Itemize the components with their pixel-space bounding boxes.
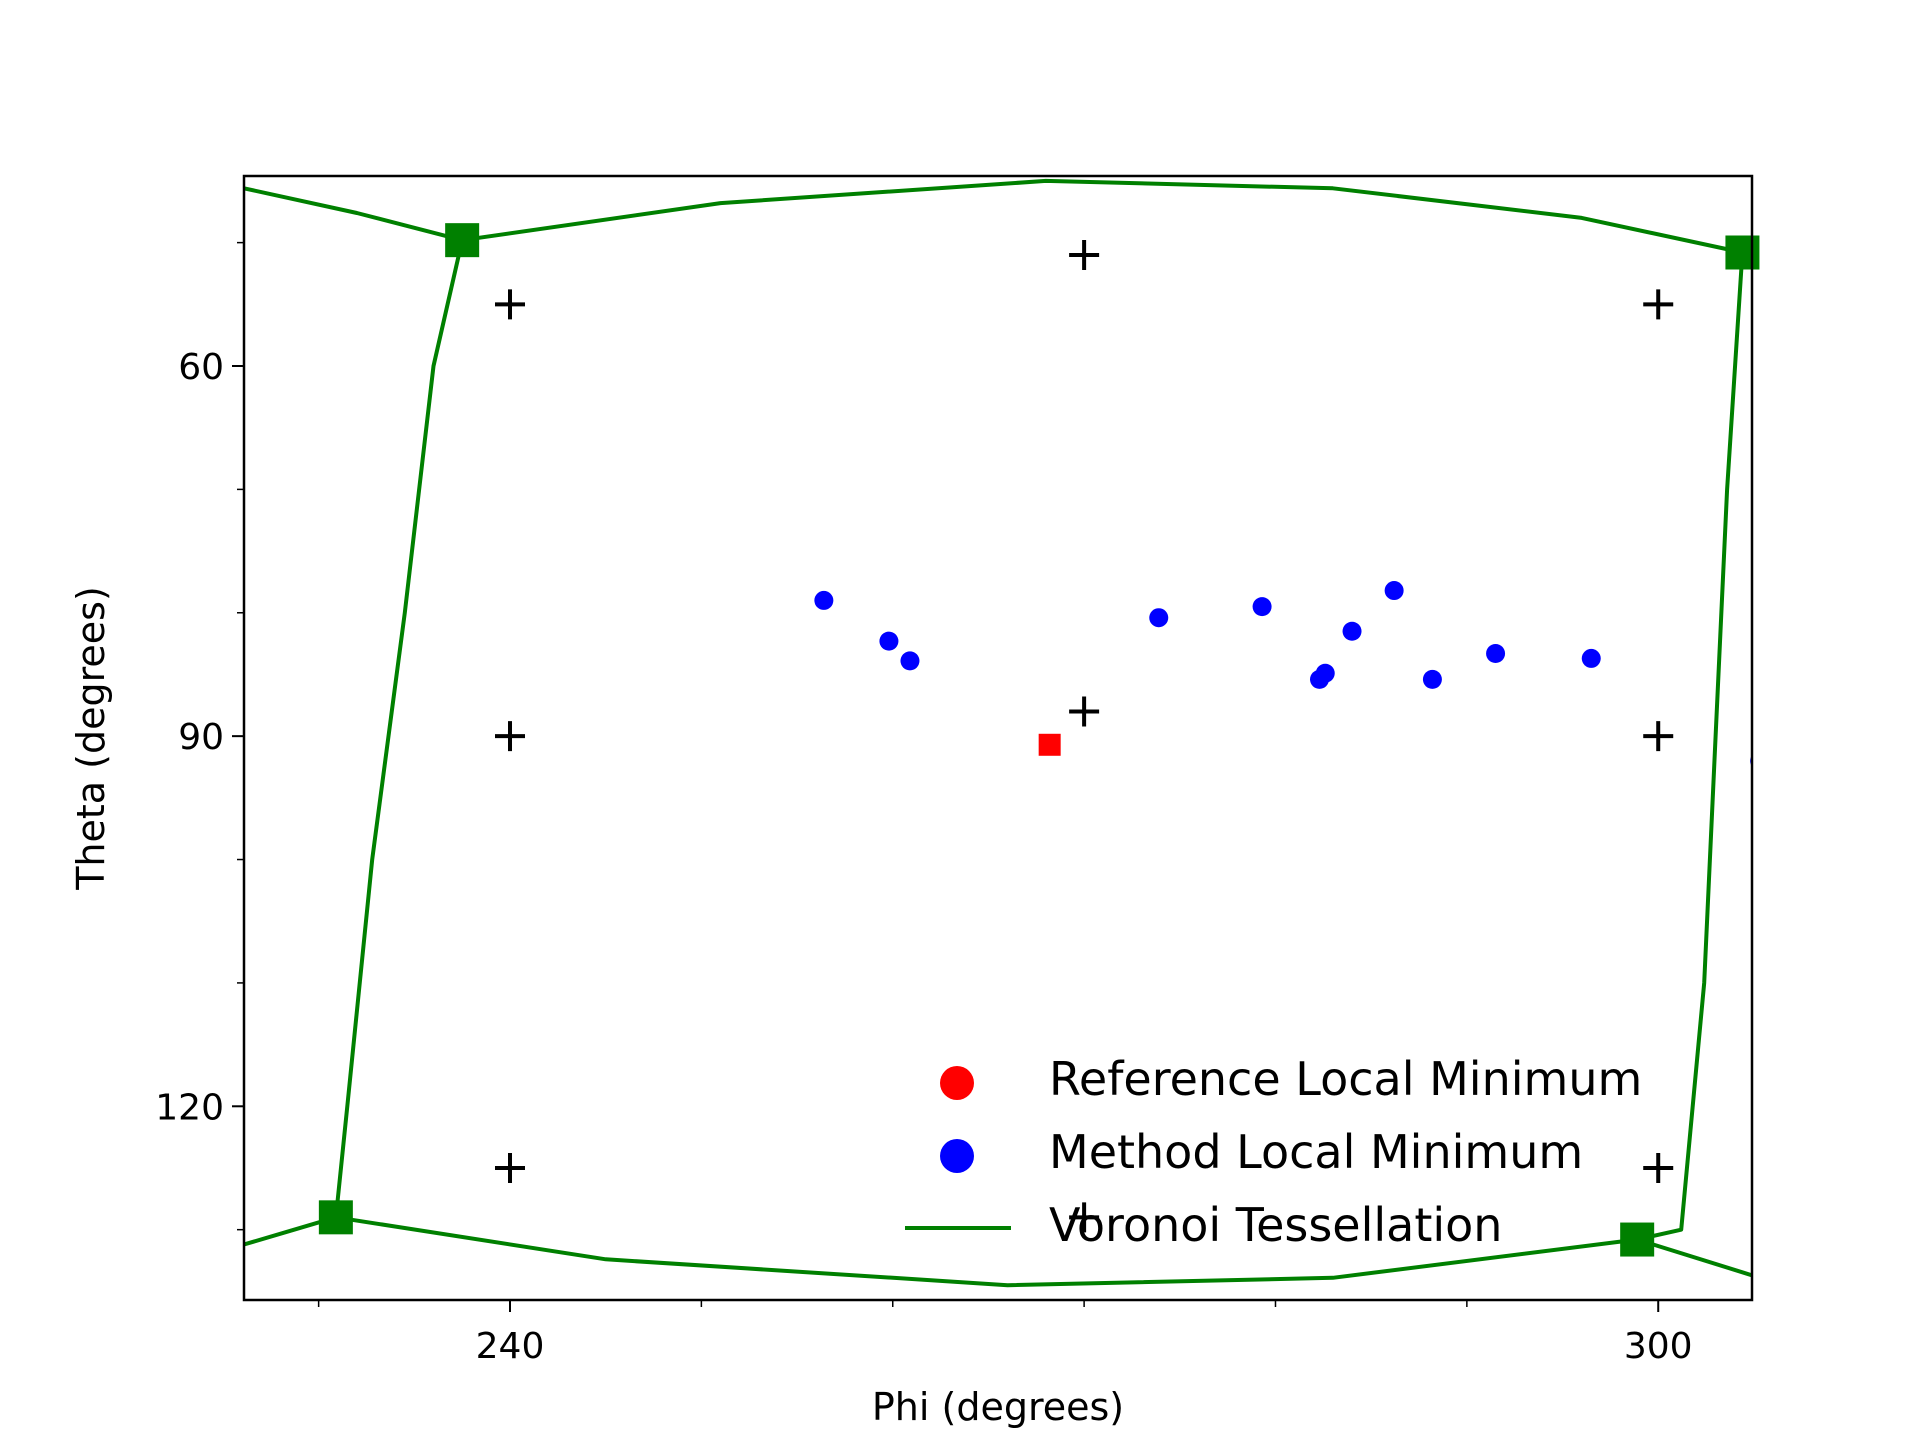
plus-marker xyxy=(1643,1152,1674,1183)
voronoi-layer xyxy=(244,178,1752,1288)
plus-marker xyxy=(1069,696,1100,727)
method-point xyxy=(1422,669,1442,689)
reference-point xyxy=(1038,733,1061,756)
voronoi-edge xyxy=(461,178,1743,255)
voronoi-edge xyxy=(244,186,463,243)
voronoi-vertex xyxy=(445,223,480,258)
plus-marker xyxy=(1643,721,1674,752)
method-point xyxy=(879,631,899,651)
method-point xyxy=(900,651,920,671)
method-point xyxy=(1252,597,1272,617)
legend-label-method: Method Local Minimum xyxy=(1049,1125,1583,1179)
method-point xyxy=(1149,608,1169,628)
y-tick-label: 60 xyxy=(178,347,224,388)
legend-label-voronoi: Voronoi Tessellation xyxy=(1049,1198,1502,1252)
plus-marker xyxy=(495,1152,526,1183)
method-point xyxy=(1342,621,1362,641)
plus-marker xyxy=(495,289,526,320)
voronoi-edge xyxy=(333,239,465,1218)
legend-label-reference: Reference Local Minimum xyxy=(1049,1052,1642,1106)
legend-marker-method xyxy=(940,1139,974,1173)
voronoi-edge xyxy=(1636,252,1745,1242)
data-points xyxy=(814,581,1752,767)
voronoi-vertex xyxy=(1725,235,1760,270)
axis-ticks: 240 300 60 90 120 xyxy=(155,241,1693,1367)
plus-marker xyxy=(1069,239,1100,270)
voronoi-vertex xyxy=(1620,1222,1655,1257)
x-tick-label: 240 xyxy=(476,1326,545,1367)
grid-point-markers xyxy=(495,239,1674,1233)
legend: Reference Local Minimum Method Local Min… xyxy=(905,1052,1642,1252)
voronoi-edge xyxy=(335,1215,1638,1288)
y-axis-label: Theta (degrees) xyxy=(69,586,113,891)
voronoi-vertex xyxy=(318,1200,353,1235)
method-point xyxy=(1384,581,1404,601)
method-point xyxy=(1486,643,1506,663)
method-point xyxy=(1581,648,1601,668)
method-point xyxy=(1315,663,1335,683)
voronoi-vertices xyxy=(318,223,1760,1257)
plot-frame xyxy=(242,174,1754,1302)
x-axis-label: Phi (degrees) xyxy=(872,1385,1124,1429)
y-tick-label: 90 xyxy=(178,717,224,758)
plus-marker xyxy=(495,721,526,752)
plus-marker xyxy=(1643,289,1674,320)
legend-marker-reference xyxy=(940,1066,974,1100)
method-point xyxy=(814,590,834,610)
voronoi-edge xyxy=(1636,1237,1752,1278)
x-tick-label: 300 xyxy=(1624,1326,1693,1367)
plus-marker xyxy=(1069,1202,1100,1233)
y-tick-label: 120 xyxy=(155,1087,224,1128)
